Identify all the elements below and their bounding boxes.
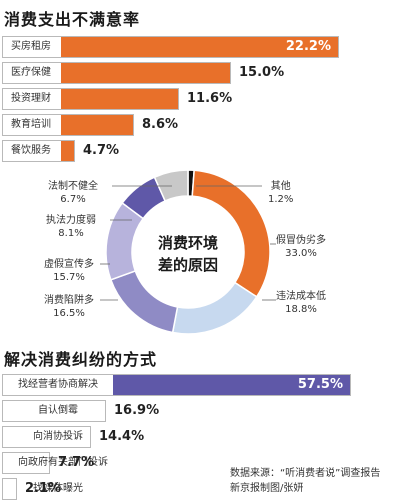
source-line1: 数据来源：“听消费者说”调查报告: [230, 468, 381, 479]
donut-slice: [171, 281, 258, 335]
top-bar-label: 教育培训: [11, 119, 51, 130]
donut-slice-value: 16.5%: [53, 308, 85, 319]
bottom-bar: 找媒体曝光: [2, 478, 83, 500]
top-bar-row: 教育培训 8.6%: [0, 114, 400, 138]
donut-center-title: 消费环境 差的原因: [148, 232, 228, 276]
top-bar-value: 11.6%: [187, 91, 233, 106]
donut-slice-name: 法制不健全: [48, 181, 98, 192]
top-bar-label: 买房租房: [11, 41, 51, 52]
bottom-bar-row: 找经营者协商解决 57.5%: [0, 374, 400, 398]
donut-slice-value: 1.2%: [268, 194, 294, 205]
top-bar-fill: [61, 115, 133, 135]
top-bar-row: 买房租房 22.2%: [0, 36, 400, 60]
bottom-bar-value: 7.7%: [58, 455, 95, 470]
top-bar-fill: [61, 141, 74, 161]
top-bar-fill: [61, 63, 230, 83]
bottom-bar-label: 向消协投诉: [33, 431, 83, 442]
donut-slice-name: 违法成本低: [276, 291, 326, 302]
donut-slice-label: 虚假宣传多 15.7%: [44, 258, 94, 284]
bottom-bar: 向政府有关部门投诉: [2, 452, 108, 474]
donut-slice-label: 假冒伪劣多 33.0%: [276, 234, 326, 260]
top-bar-label: 医疗保健: [11, 67, 51, 78]
top-chart-title: 消费支出不满意率: [4, 10, 141, 29]
donut-slice-value: 15.7%: [53, 272, 85, 283]
donut-slice-value: 18.8%: [285, 304, 317, 315]
bottom-bar-fill: [113, 375, 350, 395]
top-bar: 买房租房: [2, 36, 339, 58]
donut-slice-value: 6.7%: [60, 194, 86, 205]
top-bar-row: 投资理财 11.6%: [0, 88, 400, 112]
bottom-bar-label: 向政府有关部门投诉: [18, 457, 108, 468]
donut-slice-name: 执法力度弱: [46, 215, 96, 226]
top-bar-value: 4.7%: [83, 143, 120, 158]
donut-slice: [109, 270, 179, 334]
bottom-bar-value: 57.5%: [297, 377, 343, 392]
top-bar: 餐饮服务: [2, 140, 75, 162]
bottom-bar-label: 自认倒霉: [38, 405, 78, 416]
donut-slice-name: 其他: [270, 181, 291, 192]
donut-chart: [0, 168, 400, 336]
donut-slice-name: 假冒伪劣多: [276, 235, 326, 246]
source-line2: 新京报制图/张妍: [230, 483, 304, 494]
top-bar: 投资理财: [2, 88, 179, 110]
donut-center-line2: 差的原因: [157, 256, 218, 274]
donut-slice-label: 执法力度弱 8.1%: [46, 214, 96, 240]
bottom-bar-row: 找媒体曝光 2.1%: [0, 478, 400, 502]
donut-slice-label: 其他 1.2%: [268, 180, 293, 206]
top-bar-value: 8.6%: [142, 117, 179, 132]
bottom-bar-label: 找媒体曝光: [33, 483, 83, 494]
donut-slice-name: 虚假宣传多: [44, 259, 94, 270]
bottom-bar-value: 16.9%: [114, 403, 160, 418]
top-bar: 教育培训: [2, 114, 134, 136]
top-bar-row: 医疗保健 15.0%: [0, 62, 400, 86]
top-bar-row: 餐饮服务 4.7%: [0, 140, 400, 164]
donut-slice-name: 消费陷阱多: [44, 295, 94, 306]
bottom-bar-label: 找经营者协商解决: [18, 379, 98, 390]
bottom-bar: 找经营者协商解决: [2, 374, 351, 396]
bottom-bar-value: 2.1%: [25, 481, 62, 496]
donut-slice-value: 33.0%: [285, 248, 317, 259]
top-bar: 医疗保健: [2, 62, 231, 84]
bottom-bar-value: 14.4%: [99, 429, 145, 444]
top-bar-value: 15.0%: [239, 65, 285, 80]
donut-slice-label: 法制不健全 6.7%: [48, 180, 98, 206]
donut-slice-label: 消费陷阱多 16.5%: [44, 294, 94, 320]
bottom-bar: 自认倒霉: [2, 400, 106, 422]
top-bar-label: 投资理财: [11, 93, 51, 104]
top-bar-value: 22.2%: [285, 39, 331, 54]
bottom-bar-row: 向消协投诉 14.4%: [0, 426, 400, 450]
bottom-bar: 向消协投诉: [2, 426, 91, 448]
bottom-bar-row: 自认倒霉 16.9%: [0, 400, 400, 424]
donut-slice: [153, 169, 189, 202]
donut-svg: [100, 169, 276, 335]
source-note: 数据来源：“听消费者说”调查报告 新京报制图/张妍: [230, 466, 380, 496]
donut-slice-value: 8.1%: [58, 228, 84, 239]
donut-center-line1: 消费环境: [157, 234, 218, 252]
bottom-chart-title: 解决消费纠纷的方式: [4, 350, 158, 369]
top-bar-label: 餐饮服务: [11, 145, 51, 156]
donut-slice-label: 违法成本低 18.8%: [276, 290, 326, 316]
top-bar-fill: [61, 37, 338, 57]
top-bar-fill: [61, 89, 178, 109]
bottom-bar-row: 向政府有关部门投诉 7.7%: [0, 452, 400, 476]
